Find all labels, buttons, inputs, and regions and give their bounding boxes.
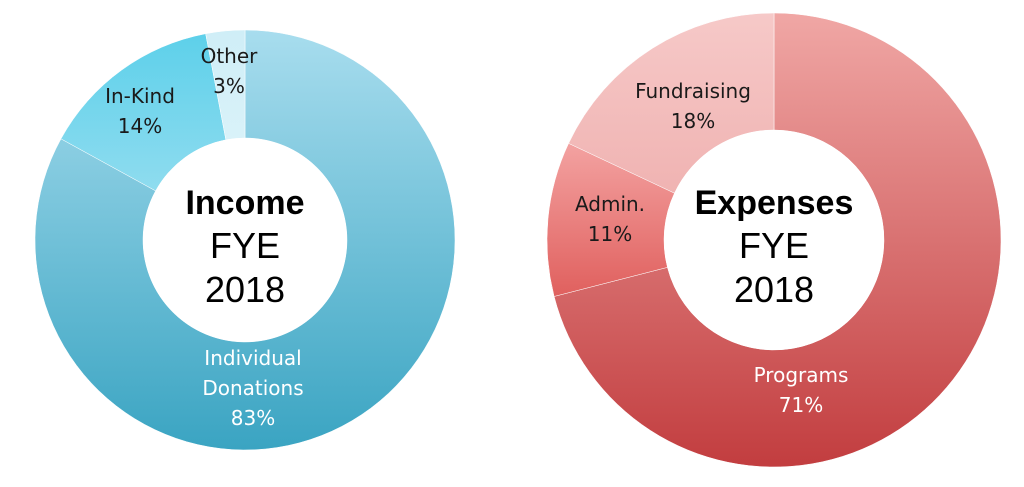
donut-center (143, 138, 347, 342)
slice-fundraising (568, 12, 775, 194)
center-title: Expenses (695, 184, 854, 222)
center-subtitle-line: FYE (739, 225, 809, 266)
center-subtitle-line: 2018 (205, 269, 285, 310)
income-donut-chart: Individual Donations 83% In-Kind 14% Other 3% I… (34, 29, 456, 451)
slice-label-in-kind: In-Kind 14% (105, 84, 175, 138)
center-subtitle-line: FYE (210, 225, 280, 266)
slice-label-other: Other 3% (201, 44, 259, 98)
center-title: Income (185, 184, 304, 222)
center-subtitle-line: 2018 (734, 269, 814, 310)
slice-label-individual-donations: Individual Donations 83% (202, 346, 303, 430)
slice-label-admin: Admin. 11% (575, 192, 645, 246)
slice-programs (553, 12, 1002, 468)
slice-label-programs: Programs 71% (754, 363, 849, 417)
donut-center (664, 130, 884, 350)
slice-label-fundraising: Fundraising 18% (635, 79, 751, 133)
expenses-donut-chart: Programs 71% Admin. 11% Fundraising 18% Expens… (546, 12, 1002, 468)
